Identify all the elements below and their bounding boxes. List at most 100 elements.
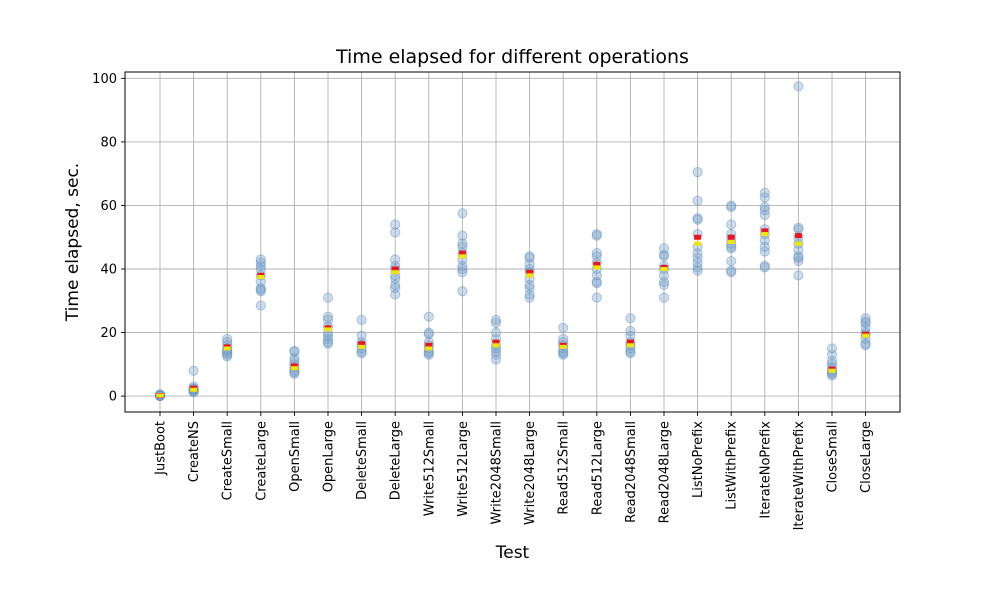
data-point	[558, 349, 569, 360]
median-marker	[358, 344, 366, 349]
data-point	[490, 314, 502, 325]
x-tick-label: Write512Large	[456, 421, 471, 517]
x-tick-label: IterateNoPrefix	[758, 421, 773, 519]
y-axis-label: Time elapsed, sec.	[63, 163, 83, 322]
data-point	[692, 166, 703, 178]
median-marker	[694, 241, 702, 246]
median-marker	[492, 343, 500, 348]
data-point	[222, 351, 233, 362]
data-point	[457, 263, 468, 275]
data-point	[255, 284, 266, 295]
data-point	[658, 243, 670, 254]
data-point	[625, 313, 636, 324]
data-point	[826, 343, 838, 354]
x-tick-label: CreateLarge	[254, 421, 269, 501]
mean-marker	[290, 363, 298, 369]
data-point	[390, 289, 401, 300]
data-point	[490, 349, 502, 360]
data-point	[692, 257, 703, 268]
data-point	[524, 252, 535, 263]
mean-marker	[794, 233, 802, 239]
x-tick-label: IterateWithPrefix	[792, 421, 807, 531]
median-marker	[324, 327, 332, 332]
data-point	[692, 262, 703, 273]
y-tick-label: 80	[100, 135, 117, 150]
data-point	[658, 279, 670, 290]
data-point	[490, 354, 502, 365]
data-point	[558, 333, 569, 345]
mean-marker	[593, 261, 601, 267]
data-point	[658, 292, 670, 303]
x-tick-label: Read2048Small	[624, 421, 639, 523]
summary-markers	[156, 228, 870, 398]
x-tick-label: DeleteSmall	[355, 421, 370, 500]
plot-area-frame	[124, 71, 901, 413]
data-point	[591, 251, 602, 262]
data-point	[759, 205, 770, 216]
data-point	[289, 345, 300, 357]
mean-marker	[626, 339, 634, 345]
median-marker	[156, 393, 164, 398]
data-point	[591, 270, 602, 281]
data-point	[826, 349, 838, 360]
data-point	[793, 251, 804, 262]
median-marker	[290, 366, 298, 371]
data-point	[658, 276, 670, 287]
x-axis-label: Test	[495, 543, 530, 563]
data-point	[591, 276, 602, 287]
data-point	[490, 317, 502, 329]
data-point	[390, 279, 401, 290]
x-tick-label: Write512Small	[422, 421, 437, 516]
data-point	[558, 322, 569, 333]
data-point	[255, 254, 266, 265]
x-tick-label: DeleteLarge	[389, 421, 404, 500]
data-point	[692, 213, 703, 224]
x-tick-label: OpenLarge	[322, 421, 337, 492]
data-point	[860, 340, 871, 351]
median-marker	[223, 346, 231, 351]
data-point	[591, 292, 602, 303]
data-point	[322, 311, 334, 322]
data-point	[692, 252, 703, 263]
y-tick-label: 100	[92, 72, 117, 87]
median-marker	[862, 333, 870, 338]
x-tick-label: CreateSmall	[221, 421, 236, 500]
data-point	[759, 260, 770, 271]
data-point	[860, 313, 871, 324]
x-tick-label: ListNoPrefix	[691, 421, 706, 498]
x-tick-label: Read512Large	[590, 421, 605, 515]
data-point	[524, 259, 535, 270]
data-point	[726, 255, 737, 267]
data-point	[524, 251, 535, 262]
data-point	[860, 338, 871, 349]
mean-marker	[727, 234, 735, 240]
data-point	[322, 292, 334, 303]
data-point	[457, 208, 468, 219]
mean-marker	[492, 339, 500, 345]
data-point	[255, 282, 266, 294]
data-point	[390, 254, 401, 265]
mean-marker	[391, 266, 399, 272]
x-tick-label: JustBoot	[154, 421, 169, 476]
median-marker	[593, 265, 601, 270]
data-point	[625, 325, 636, 337]
data-point	[457, 286, 468, 297]
x-tick-label: CloseSmall	[826, 421, 841, 493]
median-marker	[190, 387, 198, 392]
data-point	[289, 352, 300, 364]
data-point	[390, 219, 401, 230]
mean-marker	[358, 341, 366, 347]
data-point	[759, 241, 770, 252]
data-point	[793, 222, 804, 233]
grid	[125, 72, 900, 412]
data-point	[726, 201, 737, 213]
data-point	[490, 327, 502, 338]
median-marker	[391, 270, 399, 275]
data-point	[759, 201, 770, 213]
median-marker	[761, 232, 769, 237]
median-marker	[526, 273, 534, 278]
mean-marker	[526, 269, 534, 275]
data-point	[322, 336, 334, 348]
